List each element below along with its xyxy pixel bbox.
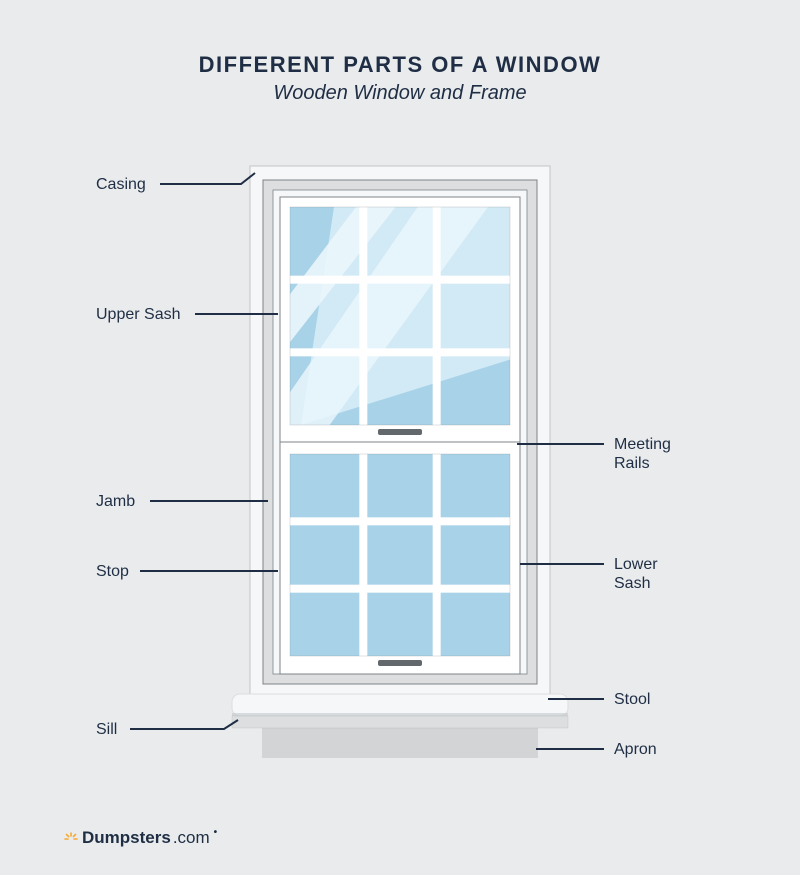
brand-name-light: .com [173, 828, 210, 848]
brand-dot: • [214, 827, 218, 838]
label-sill: Sill [96, 720, 117, 739]
label-upper-sash: Upper Sash [96, 305, 181, 324]
label-stop: Stop [96, 562, 129, 581]
label-lower-sash: Lower Sash [614, 555, 658, 593]
label-meeting-rails: Meeting Rails [614, 435, 671, 473]
label-stool: Stool [614, 690, 650, 709]
sun-icon [64, 831, 78, 845]
window-diagram [0, 0, 800, 875]
label-casing: Casing [96, 175, 146, 194]
brand-name-bold: Dumpsters [82, 828, 171, 848]
brand-logo: Dumpsters.com • [64, 828, 217, 848]
label-jamb: Jamb [96, 492, 135, 511]
label-apron: Apron [614, 740, 657, 759]
